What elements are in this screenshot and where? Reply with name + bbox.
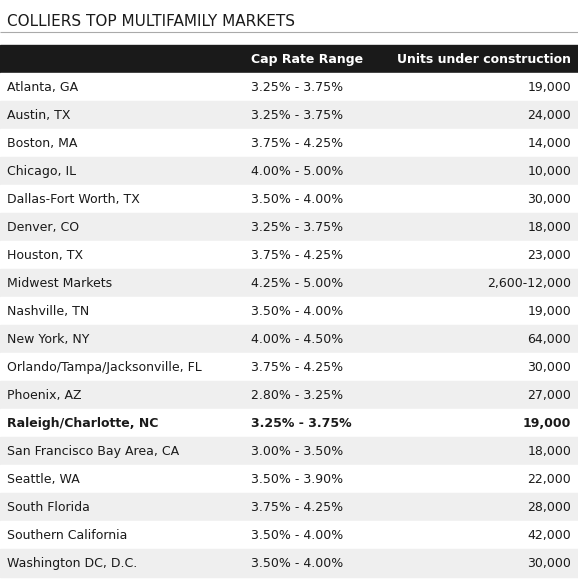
Text: Austin, TX: Austin, TX <box>7 108 71 122</box>
Text: 19,000: 19,000 <box>527 304 571 318</box>
Text: 4.00% - 5.00%: 4.00% - 5.00% <box>251 165 344 177</box>
Text: 3.75% - 4.25%: 3.75% - 4.25% <box>251 501 343 514</box>
Bar <box>0 102 578 129</box>
Text: Midwest Markets: Midwest Markets <box>7 277 112 289</box>
Bar <box>0 269 578 297</box>
Text: 22,000: 22,000 <box>527 473 571 485</box>
Text: 28,000: 28,000 <box>527 501 571 514</box>
Bar <box>0 157 578 185</box>
Text: Cap Rate Range: Cap Rate Range <box>251 53 364 66</box>
Bar <box>0 73 578 102</box>
Text: Seattle, WA: Seattle, WA <box>7 473 80 485</box>
Text: Raleigh/Charlotte, NC: Raleigh/Charlotte, NC <box>7 416 158 430</box>
Bar <box>0 241 578 269</box>
Text: 3.50% - 3.90%: 3.50% - 3.90% <box>251 473 343 485</box>
Text: 3.25% - 3.75%: 3.25% - 3.75% <box>251 81 343 94</box>
Text: 3.75% - 4.25%: 3.75% - 4.25% <box>251 249 343 262</box>
Text: Washington DC, D.C.: Washington DC, D.C. <box>7 557 137 570</box>
Text: COLLIERS TOP MULTIFAMILY MARKETS: COLLIERS TOP MULTIFAMILY MARKETS <box>7 14 295 30</box>
Text: 2.80% - 3.25%: 2.80% - 3.25% <box>251 389 343 401</box>
Text: 18,000: 18,000 <box>527 445 571 458</box>
Text: Phoenix, AZ: Phoenix, AZ <box>7 389 81 401</box>
Text: Chicago, IL: Chicago, IL <box>7 165 76 177</box>
Text: 3.75% - 4.25%: 3.75% - 4.25% <box>251 361 343 374</box>
Text: 3.50% - 4.00%: 3.50% - 4.00% <box>251 193 344 206</box>
Bar <box>0 381 578 409</box>
Text: 3.25% - 3.75%: 3.25% - 3.75% <box>251 416 352 430</box>
Text: Boston, MA: Boston, MA <box>7 137 77 150</box>
Text: 30,000: 30,000 <box>527 361 571 374</box>
Text: 3.25% - 3.75%: 3.25% - 3.75% <box>251 108 343 122</box>
Bar <box>0 465 578 493</box>
Text: Denver, CO: Denver, CO <box>7 221 79 234</box>
Text: Houston, TX: Houston, TX <box>7 249 83 262</box>
Bar <box>0 45 578 73</box>
Text: 4.00% - 4.50%: 4.00% - 4.50% <box>251 333 344 346</box>
Text: Units under construction: Units under construction <box>397 53 571 66</box>
Text: 3.75% - 4.25%: 3.75% - 4.25% <box>251 137 343 150</box>
Bar <box>0 129 578 157</box>
Bar <box>0 213 578 241</box>
Text: 14,000: 14,000 <box>527 137 571 150</box>
Text: Orlando/Tampa/Jacksonville, FL: Orlando/Tampa/Jacksonville, FL <box>7 361 202 374</box>
Text: 3.50% - 4.00%: 3.50% - 4.00% <box>251 557 344 570</box>
Text: 4.25% - 5.00%: 4.25% - 5.00% <box>251 277 344 289</box>
Bar <box>0 353 578 381</box>
Text: 3.25% - 3.75%: 3.25% - 3.75% <box>251 221 343 234</box>
Bar <box>0 493 578 521</box>
Text: 10,000: 10,000 <box>527 165 571 177</box>
Bar <box>0 185 578 213</box>
Text: New York, NY: New York, NY <box>7 333 90 346</box>
Text: Southern California: Southern California <box>7 528 127 542</box>
Text: Atlanta, GA: Atlanta, GA <box>7 81 78 94</box>
Text: 19,000: 19,000 <box>527 81 571 94</box>
Text: 19,000: 19,000 <box>523 416 571 430</box>
Text: Dallas-Fort Worth, TX: Dallas-Fort Worth, TX <box>7 193 140 206</box>
Text: 23,000: 23,000 <box>527 249 571 262</box>
Text: 30,000: 30,000 <box>527 193 571 206</box>
Bar <box>0 549 578 577</box>
Text: 27,000: 27,000 <box>527 389 571 401</box>
Bar <box>0 325 578 353</box>
Text: 30,000: 30,000 <box>527 557 571 570</box>
Text: San Francisco Bay Area, CA: San Francisco Bay Area, CA <box>7 445 179 458</box>
Bar <box>0 297 578 325</box>
Text: 3.50% - 4.00%: 3.50% - 4.00% <box>251 304 344 318</box>
Text: 24,000: 24,000 <box>527 108 571 122</box>
Text: 42,000: 42,000 <box>527 528 571 542</box>
Bar <box>0 409 578 437</box>
Text: 18,000: 18,000 <box>527 221 571 234</box>
Text: 64,000: 64,000 <box>527 333 571 346</box>
Bar <box>0 521 578 549</box>
Text: 3.00% - 3.50%: 3.00% - 3.50% <box>251 445 344 458</box>
Bar <box>0 437 578 465</box>
Text: 3.50% - 4.00%: 3.50% - 4.00% <box>251 528 344 542</box>
Text: South Florida: South Florida <box>7 501 90 514</box>
Text: Nashville, TN: Nashville, TN <box>7 304 89 318</box>
Text: 2,600-12,000: 2,600-12,000 <box>487 277 571 289</box>
